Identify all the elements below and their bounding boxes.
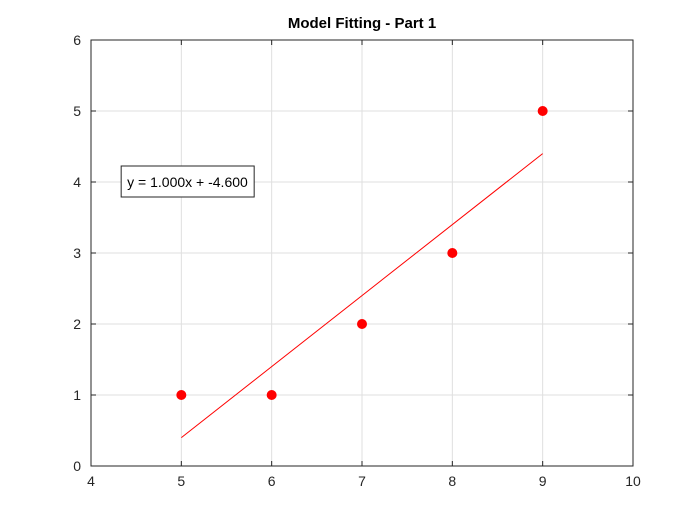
fit-line: [181, 153, 543, 438]
y-tick-label: 3: [73, 245, 81, 261]
x-tick-label: 7: [358, 473, 366, 489]
annotation-text: y = 1.000x + -4.600: [127, 174, 248, 190]
annotation-box: [120, 165, 255, 198]
equation-annotation: y = 1.000x + -4.600: [120, 165, 255, 198]
y-tick-label: 0: [73, 458, 81, 474]
x-tick-label: 4: [87, 473, 95, 489]
x-tick-label: 6: [268, 473, 276, 489]
data-layer: [176, 106, 548, 438]
x-tick-label: 9: [539, 473, 547, 489]
data-point: [447, 248, 458, 258]
y-tick-label: 5: [73, 103, 81, 119]
data-point: [266, 390, 277, 400]
y-tick-label: 1: [73, 387, 81, 403]
chart-title: Model Fitting - Part 1: [288, 15, 436, 32]
x-tick-label: 8: [448, 473, 456, 489]
x-tick-label: 5: [177, 473, 185, 489]
tick-layer: 4 5 6 7 8 9 10 0 1 2 3 4 5 6: [73, 32, 641, 489]
y-tick-label: 2: [73, 316, 81, 332]
y-tick-label: 4: [73, 174, 81, 190]
data-point: [537, 106, 548, 116]
x-tick-label: 10: [625, 473, 641, 489]
data-point: [176, 390, 187, 400]
data-point: [357, 319, 367, 329]
annotation-layer: y = 1.000x + -4.600: [120, 165, 255, 198]
y-tick-label: 6: [73, 32, 81, 48]
